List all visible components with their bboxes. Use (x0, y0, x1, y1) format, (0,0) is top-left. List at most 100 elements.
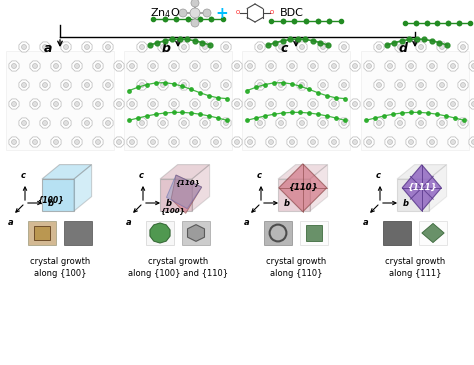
Polygon shape (448, 137, 458, 147)
Polygon shape (364, 61, 374, 71)
Circle shape (106, 82, 110, 88)
Text: c: c (138, 171, 144, 180)
Polygon shape (364, 99, 374, 109)
Circle shape (320, 82, 326, 88)
Polygon shape (350, 61, 360, 71)
Polygon shape (232, 61, 242, 71)
Text: {100}: {100} (37, 196, 63, 204)
Circle shape (268, 64, 273, 69)
Circle shape (106, 120, 110, 126)
Polygon shape (318, 80, 328, 90)
Text: d: d (399, 42, 408, 54)
Polygon shape (30, 99, 40, 109)
Polygon shape (416, 42, 426, 52)
Polygon shape (190, 137, 200, 147)
Circle shape (213, 64, 219, 69)
Text: b: b (403, 199, 409, 207)
Polygon shape (74, 165, 91, 211)
Polygon shape (318, 118, 328, 128)
Polygon shape (297, 42, 307, 52)
Circle shape (182, 82, 186, 88)
Polygon shape (61, 42, 71, 52)
Text: c: c (256, 171, 262, 180)
Polygon shape (297, 80, 307, 90)
Polygon shape (402, 165, 441, 211)
Circle shape (95, 101, 100, 107)
Circle shape (376, 82, 382, 88)
Polygon shape (427, 61, 437, 71)
Circle shape (247, 101, 253, 107)
Bar (419, 221, 447, 245)
Polygon shape (148, 61, 158, 71)
Circle shape (310, 64, 316, 69)
Polygon shape (42, 165, 91, 179)
Polygon shape (82, 118, 92, 128)
Polygon shape (437, 118, 447, 128)
Circle shape (21, 120, 27, 126)
Circle shape (191, 0, 199, 7)
Polygon shape (266, 137, 276, 147)
Polygon shape (200, 118, 210, 128)
Polygon shape (416, 80, 426, 90)
Circle shape (11, 64, 17, 69)
Polygon shape (40, 118, 50, 128)
Circle shape (461, 82, 465, 88)
Circle shape (106, 45, 110, 50)
Circle shape (172, 101, 176, 107)
Text: BDC: BDC (280, 8, 304, 18)
Bar (242, 51, 350, 150)
Circle shape (268, 101, 273, 107)
Circle shape (192, 139, 198, 145)
Polygon shape (255, 42, 265, 52)
Circle shape (398, 82, 402, 88)
Circle shape (290, 64, 294, 69)
Circle shape (450, 139, 456, 145)
Circle shape (179, 9, 187, 17)
Polygon shape (114, 137, 124, 147)
Polygon shape (72, 99, 82, 109)
Circle shape (213, 101, 219, 107)
Circle shape (11, 139, 17, 145)
Circle shape (139, 45, 145, 50)
Circle shape (84, 120, 90, 126)
Text: crystal growth
along {110}: crystal growth along {110} (266, 257, 326, 278)
Polygon shape (93, 61, 103, 71)
Polygon shape (469, 61, 474, 71)
Polygon shape (61, 80, 71, 90)
Circle shape (290, 139, 294, 145)
Circle shape (213, 139, 219, 145)
Polygon shape (437, 80, 447, 90)
Circle shape (117, 101, 121, 107)
Polygon shape (211, 99, 221, 109)
Polygon shape (82, 80, 92, 90)
Circle shape (376, 45, 382, 50)
Polygon shape (278, 165, 328, 179)
Circle shape (439, 45, 445, 50)
Polygon shape (385, 99, 395, 109)
Circle shape (450, 64, 456, 69)
Polygon shape (255, 80, 265, 90)
Circle shape (235, 139, 239, 145)
Text: {100}: {100} (161, 208, 185, 215)
Polygon shape (9, 137, 19, 147)
Polygon shape (103, 118, 113, 128)
Circle shape (331, 101, 337, 107)
Circle shape (279, 120, 283, 126)
Bar (146, 221, 174, 245)
Polygon shape (255, 118, 265, 128)
Polygon shape (211, 137, 221, 147)
Circle shape (300, 82, 304, 88)
Text: b: b (162, 42, 171, 54)
Polygon shape (93, 137, 103, 147)
Polygon shape (171, 175, 201, 214)
Circle shape (64, 82, 69, 88)
Bar (64, 221, 92, 245)
Polygon shape (469, 99, 474, 109)
Circle shape (472, 139, 474, 145)
Polygon shape (397, 179, 429, 211)
Polygon shape (137, 80, 147, 90)
Circle shape (366, 101, 372, 107)
Circle shape (202, 120, 208, 126)
Polygon shape (339, 42, 349, 52)
Circle shape (257, 82, 263, 88)
